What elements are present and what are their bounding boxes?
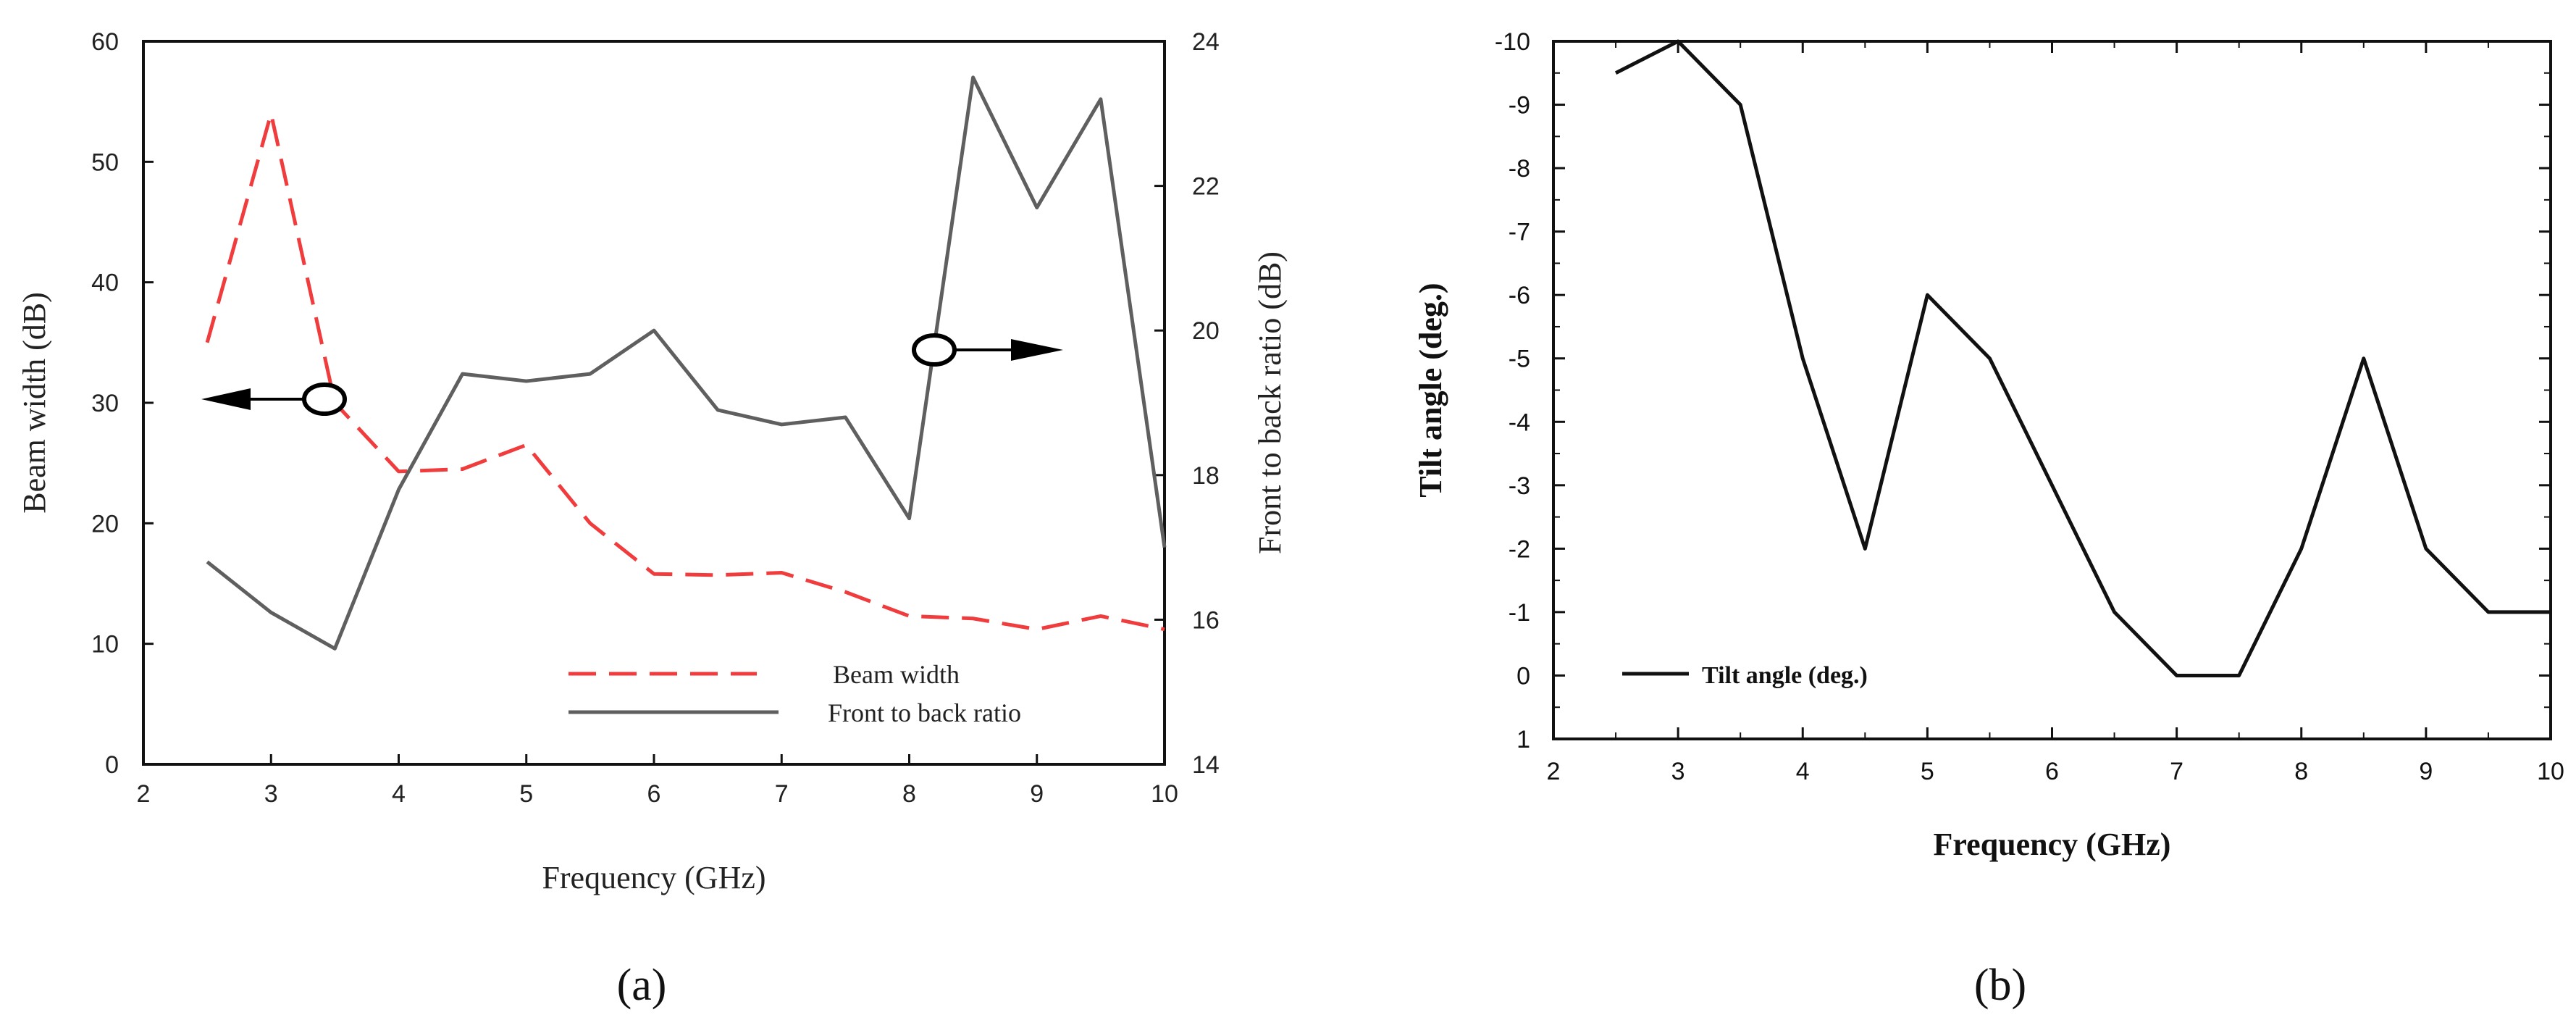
legend-front-to-back-label: Front to back ratio bbox=[828, 698, 1021, 727]
x-tick-label: 3 bbox=[264, 780, 278, 808]
panel-a-chart: 2 3 4 5 6 7 8 9 10 0 10 20 30 40 50 60 14 16 18 20 22 24 Beam… bbox=[17, 28, 1288, 1010]
legend-tilt-angle-label: Tilt angle (deg.) bbox=[1702, 662, 1868, 689]
right-axis-arrow-head bbox=[1011, 339, 1063, 361]
y2-tick-label: 14 bbox=[1192, 751, 1220, 779]
panel-a-y-axis-label: Beam width (dB) bbox=[17, 292, 52, 514]
x-tick-label: 4 bbox=[1796, 758, 1810, 785]
x-tick-label: 5 bbox=[519, 780, 533, 808]
y-tick-label: 50 bbox=[91, 149, 119, 176]
panel-a-plot-frame bbox=[142, 40, 1166, 766]
y-tick-label: 0 bbox=[1516, 662, 1530, 690]
x-tick-label: 7 bbox=[775, 780, 789, 808]
right-axis-indicator-circle bbox=[912, 333, 957, 367]
x-tick-label: 2 bbox=[137, 780, 151, 808]
y-tick-label: -5 bbox=[1509, 346, 1530, 373]
x-tick-label: 9 bbox=[2419, 758, 2433, 785]
panel-b-series bbox=[1614, 39, 2551, 677]
x-tick-label: 8 bbox=[2294, 758, 2308, 785]
y2-tick-label: 24 bbox=[1192, 28, 1220, 56]
beam-width-series-line bbox=[205, 112, 1165, 632]
y2-tick-label: 16 bbox=[1192, 606, 1220, 634]
x-tick-label: 10 bbox=[1151, 780, 1178, 808]
y2-tick-label: 22 bbox=[1192, 173, 1220, 201]
x-tick-label: 2 bbox=[1547, 758, 1561, 785]
y-tick-label: 1 bbox=[1516, 726, 1530, 753]
y2-tick-label: 18 bbox=[1192, 462, 1220, 490]
panel-a-series bbox=[205, 75, 1167, 651]
x-tick-label: 9 bbox=[1030, 780, 1044, 808]
panel-b-x-axis-label: Frequency (GHz) bbox=[1934, 827, 2171, 862]
x-tick-label: 4 bbox=[392, 780, 406, 808]
x-tick-label: 5 bbox=[1921, 758, 1934, 785]
tilt-angle-series-line bbox=[1614, 39, 2551, 677]
panel-a-x-axis-label: Frequency (GHz) bbox=[542, 860, 765, 895]
x-tick-label: 3 bbox=[1671, 758, 1685, 785]
y-tick-label: -3 bbox=[1509, 472, 1530, 500]
y-tick-label: -7 bbox=[1509, 219, 1530, 246]
panel-b-y-axis-label: Tilt angle (deg.) bbox=[1413, 283, 1448, 497]
left-axis-indicator-circle bbox=[302, 383, 347, 416]
y-tick-label: -2 bbox=[1509, 535, 1530, 563]
x-tick-label: 8 bbox=[902, 780, 916, 808]
x-tick-label: 6 bbox=[2045, 758, 2059, 785]
y-tick-label: -6 bbox=[1509, 282, 1530, 309]
y-tick-label: -1 bbox=[1509, 599, 1530, 627]
y-tick-label: -8 bbox=[1509, 155, 1530, 183]
panel-b-ticks: 2 3 4 5 6 7 8 9 10-10-9-8-7-6-5-4-3-2-101 bbox=[1495, 28, 2564, 785]
panel-b-legend: Tilt angle (deg.) bbox=[1622, 662, 1868, 689]
panel-a-legend: Beam width Front to back ratio bbox=[569, 660, 1021, 727]
y-tick-label: 60 bbox=[91, 28, 119, 56]
y-tick-label: 40 bbox=[91, 269, 119, 297]
y-tick-label: 0 bbox=[105, 751, 119, 779]
panel-b-plot-frame bbox=[1552, 40, 2552, 740]
front-to-back-series-line bbox=[206, 75, 1167, 651]
panel-a-ticks: 2 3 4 5 6 7 8 9 10 0 10 20 30 40 50 60 14 16 18 20 22 24 bbox=[91, 28, 1220, 808]
y-tick-label: 30 bbox=[91, 390, 119, 417]
panel-a-y2-axis-label: Front to back ratio (dB) bbox=[1252, 251, 1288, 554]
y-tick-label: 20 bbox=[91, 510, 119, 538]
y-tick-label: -10 bbox=[1495, 28, 1530, 56]
panel-b-chart: 2 3 4 5 6 7 8 9 10-10-9-8-7-6-5-4-3-2-101 Tilt a… bbox=[1413, 28, 2564, 1010]
legend-beam-width-label: Beam width bbox=[833, 660, 960, 689]
panel-b-label: (b) bbox=[1974, 961, 2026, 1010]
left-axis-arrow-head bbox=[201, 388, 251, 410]
y2-tick-label: 20 bbox=[1192, 317, 1220, 345]
x-tick-label: 10 bbox=[2537, 758, 2564, 785]
y-tick-label: -4 bbox=[1509, 409, 1530, 436]
x-tick-label: 7 bbox=[2170, 758, 2183, 785]
y-tick-label: -9 bbox=[1509, 92, 1530, 120]
y-tick-label: 10 bbox=[91, 631, 119, 659]
panel-a-annotations bbox=[201, 333, 1063, 416]
panel-a-label: (a) bbox=[617, 961, 667, 1010]
x-tick-label: 6 bbox=[647, 780, 661, 808]
